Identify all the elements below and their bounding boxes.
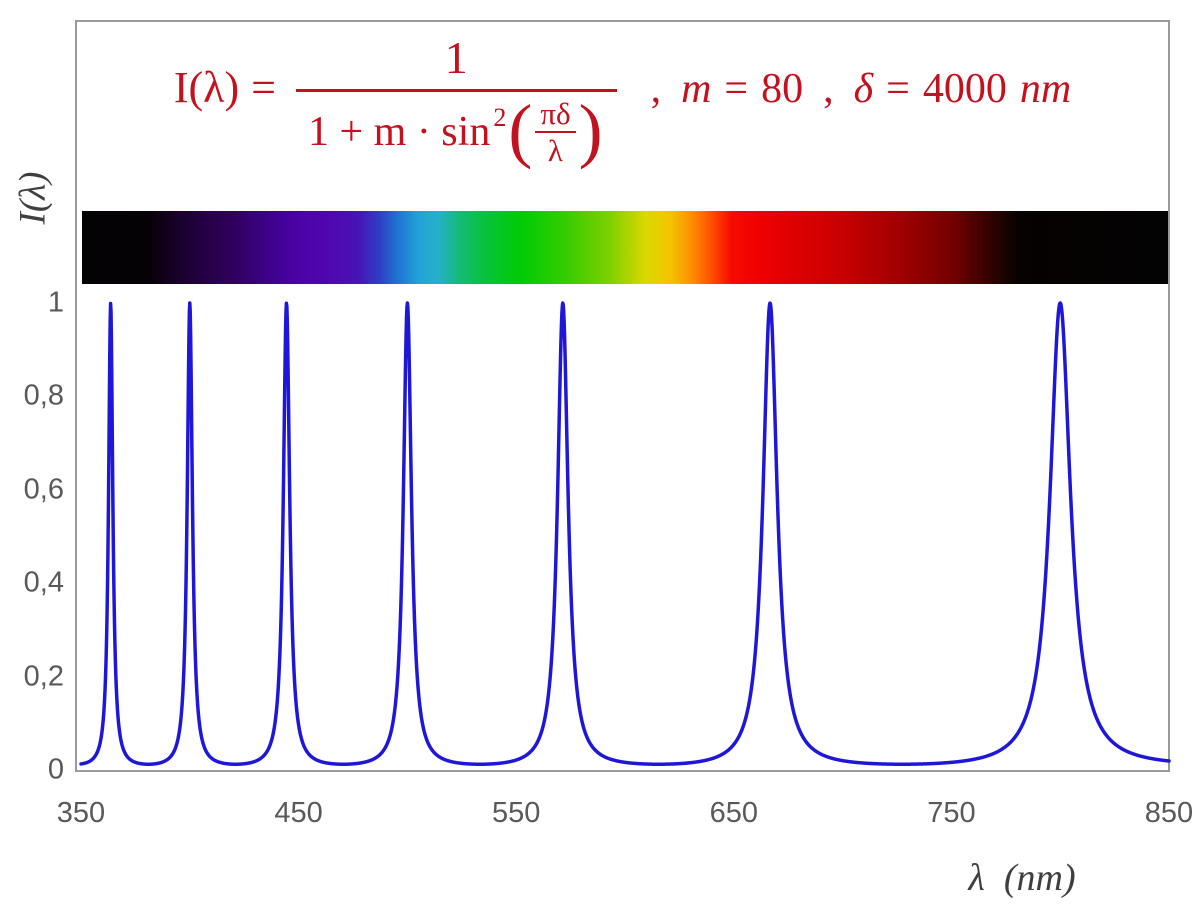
x-tick-label: 650 — [709, 797, 758, 829]
open-paren: ( — [508, 90, 533, 171]
formula-lhs: I(λ) — [173, 63, 240, 112]
formula: I(λ) = 1 1 + m · sin 2 ( πδ λ ) , m = 80 … — [77, 32, 1168, 168]
inner-denominator: λ — [547, 133, 563, 169]
denominator-text: 1 + m · sin — [307, 109, 491, 156]
param-m-var: m — [681, 66, 712, 112]
inner-fraction: πδ λ — [535, 97, 576, 169]
formula-comma-1: , — [650, 66, 662, 112]
x-axis-title: λ (nm) — [968, 857, 1076, 899]
formula-comma-2: , — [823, 66, 834, 112]
param-m: m = 80 — [681, 64, 803, 114]
y-tick-label: 0,8 — [23, 379, 64, 412]
y-tick-label: 0 — [47, 753, 64, 786]
y-tick-label: 0,4 — [23, 566, 64, 599]
param-delta: δ = 4000 nm — [854, 64, 1072, 114]
x-tick-label: 550 — [491, 797, 541, 829]
y-tick-label: 1 — [47, 286, 64, 319]
y-tick-label: 0,6 — [23, 473, 64, 506]
fraction-numerator: 1 — [444, 32, 468, 83]
inner-numerator: πδ — [535, 97, 576, 134]
formula-equals: = — [251, 63, 276, 112]
param-delta-value: 4000 — [922, 66, 1007, 112]
x-tick-label: 750 — [927, 797, 976, 829]
x-tick-label: 850 — [1144, 797, 1194, 829]
param-delta-unit: nm — [1019, 66, 1072, 112]
y-tick-label: 0,2 — [23, 659, 64, 692]
param-delta-var: δ — [853, 66, 874, 112]
close-paren: ) — [578, 90, 603, 171]
formula-fraction: 1 1 + m · sin 2 ( πδ λ ) — [295, 32, 617, 171]
sin-exponent: 2 — [493, 103, 507, 133]
x-tick-label: 350 — [56, 797, 106, 829]
x-tick-label: 450 — [274, 797, 323, 829]
param-delta-eq: = — [886, 66, 910, 112]
fraction-denominator: 1 + m · sin 2 ( πδ λ ) — [295, 89, 617, 171]
visible-spectrum-bar — [82, 211, 1168, 284]
param-m-eq: = — [724, 66, 749, 112]
param-m-value: 80 — [761, 66, 804, 112]
y-axis-title: I(λ) — [12, 171, 54, 225]
